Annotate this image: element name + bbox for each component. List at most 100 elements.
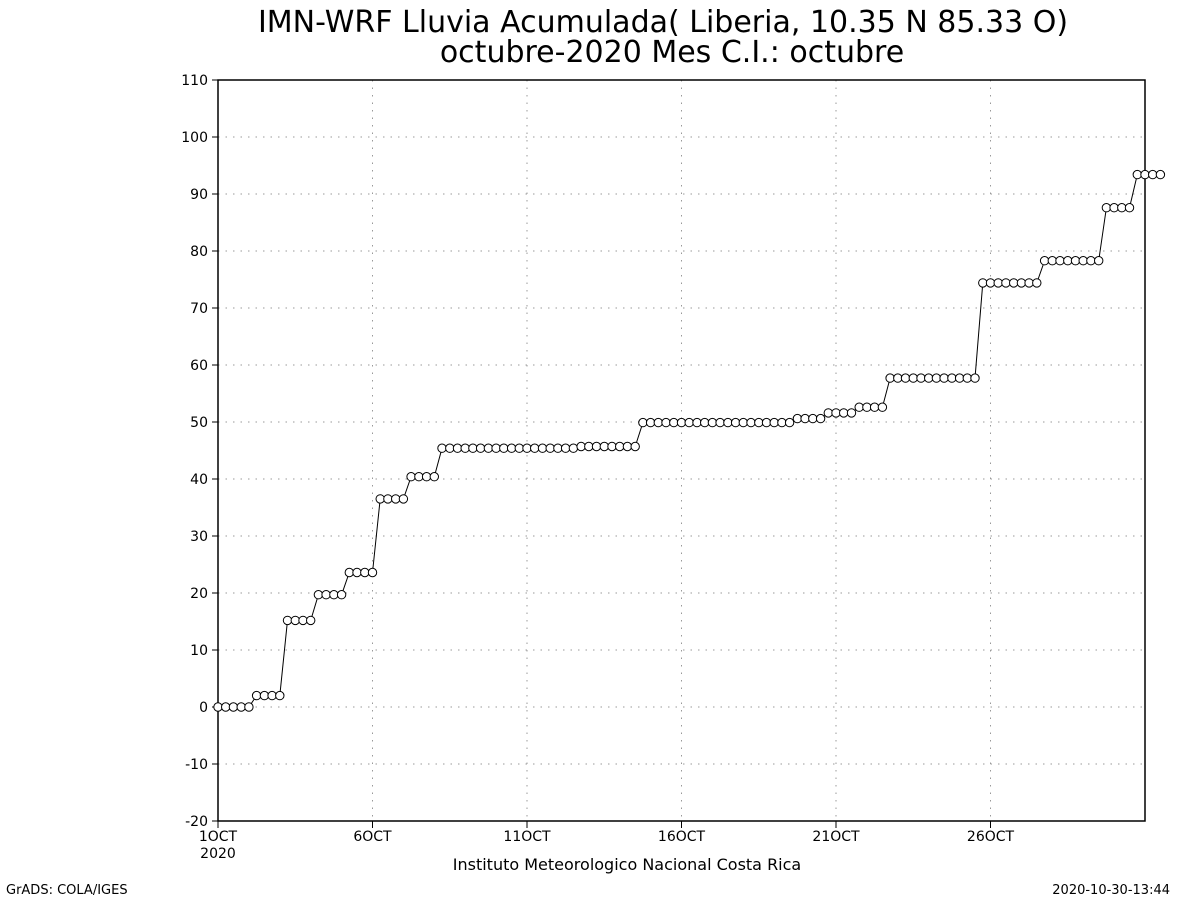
data-point: [414, 472, 424, 482]
data-point: [259, 690, 270, 701]
data-point: [506, 443, 517, 453]
data-point: [707, 417, 718, 428]
data-point: [429, 472, 439, 482]
data-point: [615, 441, 625, 452]
data-point: [275, 690, 285, 701]
data-point: [1039, 256, 1050, 266]
data-point: [398, 494, 409, 504]
data-point: [491, 443, 501, 453]
data-point: [236, 702, 246, 712]
footer-timestamp: 2020-10-30-13:44: [1052, 883, 1170, 898]
data-point: [391, 494, 401, 504]
data-point: [290, 615, 300, 626]
y-tick-label: 10: [190, 643, 208, 659]
y-tick-label: 70: [190, 301, 208, 317]
data-point: [869, 402, 880, 412]
data-point: [630, 441, 640, 452]
chart-title: IMN-WRF Lluvia Acumulada( Liberia, 10.35…: [258, 5, 1068, 40]
y-tick-label: -10: [185, 757, 208, 773]
data-point: [622, 441, 633, 452]
data-point: [475, 443, 486, 453]
y-tick-label: 50: [190, 415, 208, 431]
data-point: [638, 417, 648, 428]
data-point: [954, 373, 965, 383]
data-point: [1016, 278, 1027, 288]
data-point: [406, 472, 416, 482]
y-tick-label: 100: [181, 130, 208, 146]
data-point: [298, 615, 308, 626]
data-point: [522, 443, 532, 453]
grid-lines: [218, 80, 1145, 821]
data-point: [746, 417, 756, 428]
data-point: [344, 567, 354, 578]
data-point: [468, 443, 478, 453]
data-point: [1032, 278, 1042, 288]
data-point: [591, 441, 602, 452]
data-point: [916, 373, 926, 383]
y-tick-label: 90: [190, 187, 208, 203]
data-point: [978, 278, 988, 288]
data-point: [228, 702, 239, 712]
data-point: [336, 590, 347, 600]
data-point: [282, 615, 293, 626]
x-tick-sublabel: 2020: [200, 846, 236, 862]
y-axis: -20 -10 0 10 20 30 40 50 60 70 80 90 100 110: [181, 73, 218, 830]
data-point: [653, 417, 663, 428]
data-point: [313, 590, 324, 600]
data-point: [1124, 203, 1135, 213]
data-point: [1094, 256, 1104, 266]
data-point: [1117, 203, 1127, 213]
data-point: [885, 373, 895, 383]
y-tick-label: 110: [181, 73, 208, 89]
data-point: [947, 373, 957, 383]
data-point: [792, 413, 803, 424]
x-tick-label: 26OCT: [967, 829, 1015, 845]
data-point: [1109, 203, 1119, 213]
data-point: [445, 443, 455, 453]
data-points: [213, 169, 1166, 712]
data-point: [568, 443, 579, 453]
chart-subtitle: octubre-2020 Mes C.I.: octubre: [440, 35, 904, 70]
data-point: [483, 443, 494, 453]
data-point: [1055, 256, 1065, 266]
data-point: [1101, 203, 1112, 213]
data-point: [738, 417, 748, 428]
x-tick-label: 16OCT: [658, 829, 706, 845]
data-point: [514, 443, 524, 453]
data-point: [862, 402, 872, 412]
data-point: [545, 443, 555, 453]
data-point: [251, 690, 262, 701]
data-point: [823, 408, 833, 418]
data-point: [1001, 278, 1011, 288]
data-point: [221, 702, 231, 712]
data-point: [437, 443, 447, 453]
data-point: [769, 417, 779, 428]
data-point: [985, 278, 996, 288]
data-point: [808, 413, 818, 424]
data-point: [877, 402, 888, 412]
data-point: [754, 417, 764, 428]
x-axis-label: Instituto Meteorologico Nacional Costa R…: [453, 855, 801, 874]
x-tick-label: 21OCT: [812, 829, 860, 845]
y-tick-label: 30: [190, 529, 208, 545]
data-point: [854, 402, 864, 412]
data-point: [560, 443, 571, 453]
series-line: [218, 174, 1161, 708]
y-tick-label: 40: [190, 472, 208, 488]
data-point: [970, 373, 980, 383]
data-point: [908, 373, 918, 383]
data-point: [723, 417, 733, 428]
data-point: [715, 417, 725, 428]
data-point: [1047, 256, 1058, 266]
data-point: [530, 443, 540, 453]
data-point: [1063, 256, 1073, 266]
data-point: [777, 417, 787, 428]
data-point: [375, 494, 385, 504]
data-point: [1078, 256, 1088, 266]
x-tick-label: 11OCT: [503, 829, 551, 845]
data-point: [831, 408, 841, 418]
data-point: [599, 441, 609, 452]
data-point: [645, 417, 656, 428]
data-point: [1132, 169, 1143, 180]
